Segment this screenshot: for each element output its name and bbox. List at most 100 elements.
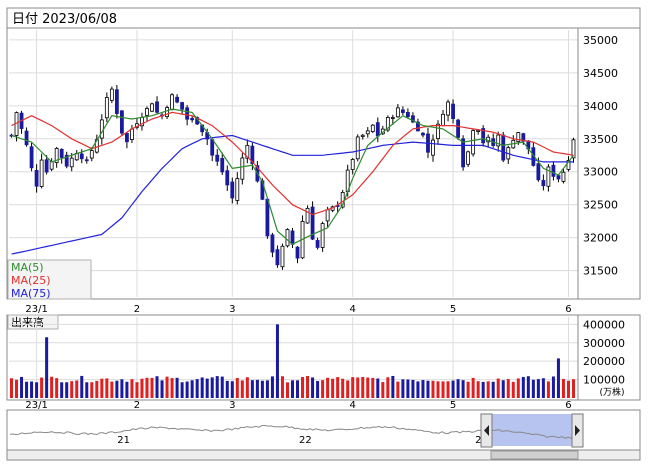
candle — [280, 243, 285, 270]
candle-body — [125, 133, 129, 143]
volume-bar — [65, 382, 69, 398]
candle — [541, 174, 546, 191]
volume-bar — [516, 378, 520, 398]
volume-bar — [290, 380, 295, 398]
volume-bar — [230, 381, 234, 398]
volume-bar — [441, 381, 445, 398]
volume-bar — [521, 376, 525, 398]
volume-bar — [270, 376, 274, 398]
volume-bar — [361, 376, 365, 398]
candle-body — [456, 119, 460, 138]
candle-body — [365, 130, 370, 135]
candle — [471, 129, 476, 157]
candle — [285, 228, 290, 248]
ma-line-MA(25) — [11, 111, 574, 216]
candle — [220, 152, 225, 176]
candle — [406, 108, 410, 119]
volume-bar — [145, 377, 149, 398]
candle-body — [79, 153, 84, 160]
volume-bar — [170, 378, 174, 398]
volume-bar — [416, 381, 420, 398]
navigator-selection — [487, 414, 578, 446]
volume-bar — [306, 376, 310, 398]
nav-scrollbar-track[interactable] — [6, 449, 641, 461]
candle — [29, 142, 34, 172]
candle-body — [571, 139, 576, 159]
candle-body — [355, 136, 360, 160]
candle-body — [89, 150, 94, 159]
volume-bar — [401, 379, 405, 398]
candle — [34, 164, 39, 193]
candle — [315, 237, 320, 250]
volume-bars — [10, 324, 575, 398]
candle — [44, 155, 49, 175]
candle-body — [59, 148, 64, 158]
volume-bar — [326, 377, 330, 398]
candle-body — [476, 130, 481, 132]
candle — [235, 172, 240, 205]
candle — [24, 127, 29, 147]
candle-body — [155, 101, 159, 113]
volume-bar — [75, 380, 79, 398]
volume-tick-label: 400000 — [583, 318, 625, 331]
volume-bar — [70, 381, 74, 398]
candle-body — [421, 132, 425, 136]
volume-bar — [436, 381, 440, 398]
candle-body — [446, 101, 450, 116]
volume-y-axis: 100000 200000 300000 400000 — [583, 318, 625, 386]
ma-legend: MA(5)MA(25)MA(75) — [11, 261, 51, 300]
candle-body — [360, 134, 365, 137]
candle-body — [64, 154, 69, 167]
candle — [215, 149, 220, 166]
volume-bar — [30, 381, 34, 398]
candle — [245, 139, 250, 164]
volume-bar — [451, 380, 455, 398]
volume-bar — [115, 380, 119, 398]
candle — [360, 133, 365, 140]
candle-body — [385, 117, 390, 131]
volume-bar — [511, 381, 515, 398]
volume-bar — [566, 380, 570, 398]
volume-bar — [426, 380, 430, 398]
candle-body — [556, 175, 561, 180]
price-x-tick-label: 3 — [229, 304, 235, 315]
volume-bar — [10, 378, 14, 398]
candle — [416, 118, 420, 132]
candle-body — [310, 206, 315, 240]
candle — [275, 245, 280, 268]
candle — [125, 132, 129, 149]
candle-body — [220, 158, 225, 173]
candle — [466, 150, 471, 168]
volume-bar — [331, 378, 335, 398]
volume-bar — [265, 380, 269, 398]
volume-bar — [296, 380, 300, 398]
candle-body — [406, 112, 410, 118]
volume-bar — [120, 379, 124, 398]
price-y-axis: 31500 32000 32500 33000 33500 34000 34500 35000 — [583, 34, 618, 278]
candle-body — [215, 154, 220, 162]
candle-body — [566, 160, 571, 170]
price-x-tick-label: 6 — [565, 304, 571, 315]
candle-body — [561, 171, 566, 182]
volume-bar — [391, 375, 395, 398]
price-tick-label: 33500 — [583, 133, 618, 146]
volume-bar — [90, 382, 94, 398]
volume-bar — [486, 381, 490, 398]
candle-body — [466, 151, 471, 165]
candle-body — [541, 180, 546, 187]
volume-bar — [546, 381, 550, 398]
navigator-year-label: 22 — [299, 435, 312, 446]
nav-scrollbar-thumb[interactable] — [490, 450, 579, 460]
candle — [155, 96, 159, 114]
candle-body — [546, 166, 551, 187]
volume-bar — [311, 377, 315, 398]
candle — [59, 148, 64, 164]
candle — [390, 114, 395, 125]
candle — [104, 92, 109, 123]
candle-body — [471, 130, 476, 155]
candle-body — [175, 96, 179, 103]
candle — [180, 101, 185, 115]
candle-body — [114, 89, 119, 114]
volume-bar — [85, 382, 89, 398]
